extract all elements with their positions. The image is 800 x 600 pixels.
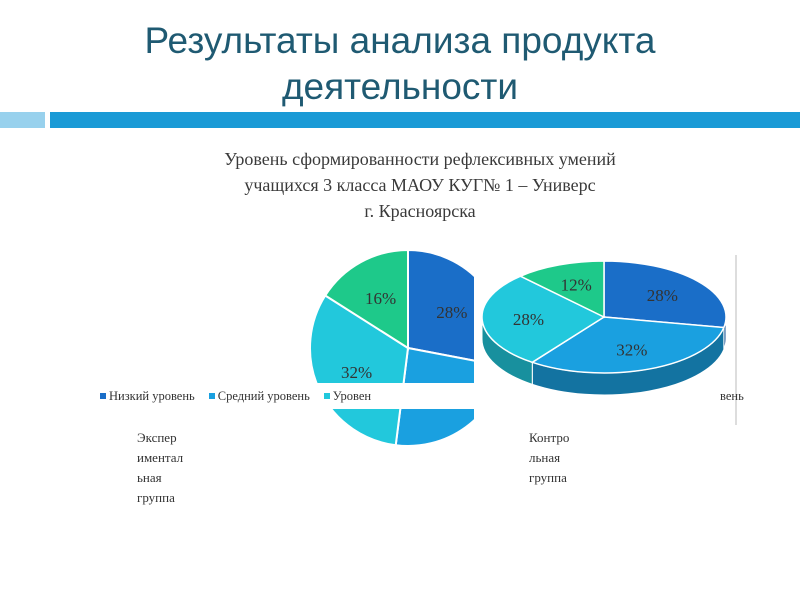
control-legend-label: вень [720, 388, 744, 403]
control-pie-chart: 28% 32% 28% 12% [474, 255, 737, 425]
experimental-pie-slice-3 [323, 248, 409, 350]
control-pie-slice-3 [518, 260, 605, 319]
control-group-label: Контро льная группа [529, 428, 599, 488]
legend-label: Низкий уровень [109, 388, 195, 403]
legend-label: Средний уровень [217, 388, 310, 403]
control-legend: вень [720, 383, 780, 409]
chart-title-line-2: учащихся 3 класса МАОУ КУГ№ 1 – Универс [244, 175, 596, 195]
control-legend-item: вень [720, 383, 744, 409]
experimental-pie-data-label-2: 32% [341, 363, 372, 382]
slide-title: Результаты анализа продукта деятельности [0, 18, 800, 110]
control-pie-slice-2 [481, 275, 606, 364]
experimental-pie-data-label-3: 16% [365, 289, 396, 308]
control-pie-slice-1 [530, 316, 725, 374]
experimental-group-label: Экспер иментал ьная группа [137, 428, 207, 508]
experimental-pie-data-label-0: 28% [436, 303, 467, 322]
control-group-label-line: льная [529, 450, 561, 465]
experimental-group-label-line: Экспер [137, 430, 177, 445]
experimental-group-label-line: иментал [137, 450, 184, 465]
slide-title-line-2: деятельности [281, 66, 519, 107]
experimental-legend-item-2: Уровен [323, 383, 372, 409]
legend-swatch [100, 393, 106, 399]
control-group-label-line: группа [529, 470, 567, 485]
slide-title-line-1: Результаты анализа продукта [144, 20, 656, 61]
experimental-group-label-line: группа [137, 490, 175, 505]
legend-label: Уровен [332, 388, 372, 403]
chart-title: Уровень сформированности рефлексивных ум… [125, 146, 715, 224]
accent-bar-left [0, 112, 45, 128]
legend-swatch [323, 393, 330, 399]
control-pie-slice-0 [603, 260, 727, 329]
control-pie-data-label-1: 32% [616, 340, 647, 359]
experimental-legend-item-0: Низкий уровень [100, 383, 195, 409]
experimental-legend-item-1: Средний уровень [208, 383, 310, 409]
experimental-legend: Низкий уровень Средний уровень Уровен [100, 383, 488, 409]
control-pie-data-label-2: 28% [513, 310, 544, 329]
control-pie-data-label-0: 28% [647, 286, 678, 305]
experimental-group-label-line: ьная [137, 470, 162, 485]
accent-bar-right [50, 112, 800, 128]
legend-swatch [208, 393, 215, 399]
control-pie-data-label-3: 12% [561, 276, 592, 295]
chart-title-line-1: Уровень сформированности рефлексивных ум… [224, 149, 616, 169]
control-group-label-line: Контро [529, 430, 570, 445]
accent-bar [0, 112, 800, 128]
chart-title-line-3: г. Красноярска [364, 201, 476, 221]
